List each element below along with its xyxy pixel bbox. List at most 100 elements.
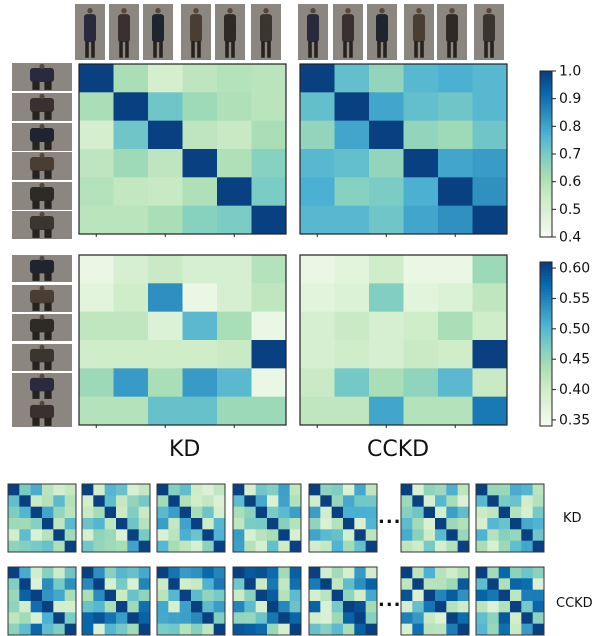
thumbnail-cell bbox=[267, 495, 279, 508]
person-body bbox=[118, 14, 130, 43]
thumbnail-cell bbox=[331, 589, 344, 602]
thumbnail-cell bbox=[138, 567, 151, 579]
person-body bbox=[342, 14, 354, 43]
heatmap-cell bbox=[438, 255, 473, 284]
thumbnail-cell bbox=[19, 612, 32, 625]
person-leg bbox=[447, 40, 451, 58]
thumbnail-cell bbox=[255, 495, 268, 508]
thumbnail-cell bbox=[423, 518, 436, 530]
heatmap-cell bbox=[369, 255, 404, 284]
thumbnail-cell bbox=[365, 612, 378, 625]
thumbnail-cell bbox=[104, 540, 117, 553]
thumbnail-cell bbox=[435, 567, 447, 579]
thumbnail-cell bbox=[191, 495, 203, 508]
thumbnail-cell bbox=[476, 495, 488, 508]
thumbnail-cell bbox=[138, 506, 151, 519]
colorbar-segment bbox=[540, 231, 552, 235]
thumbnail-cell bbox=[93, 612, 106, 625]
thumbnail-frame bbox=[81, 483, 151, 553]
person-head bbox=[39, 123, 45, 129]
thumbnail-frame bbox=[156, 483, 226, 553]
thumbnail-cell bbox=[498, 623, 511, 636]
thumbnail-cell bbox=[19, 518, 32, 530]
colorbar-segment bbox=[540, 330, 552, 334]
heatmap-cell bbox=[334, 283, 370, 313]
heatmap-cell bbox=[113, 92, 149, 122]
heatmap-cell bbox=[217, 340, 252, 369]
heatmap-cell bbox=[300, 340, 335, 369]
thumbnail-cell bbox=[289, 578, 302, 591]
gallery-photo-top bbox=[12, 152, 72, 180]
thumbnail-cell bbox=[476, 506, 488, 519]
heatmap-cell bbox=[79, 340, 114, 369]
heatmap-cell bbox=[438, 311, 473, 341]
query-photo-cckd bbox=[404, 4, 434, 60]
thumbnail-cell bbox=[42, 623, 54, 636]
colorbar-segment bbox=[540, 322, 552, 326]
thumbnail-cell bbox=[157, 518, 169, 530]
heatmap-cell bbox=[148, 368, 183, 398]
heatmap-cell bbox=[472, 177, 508, 207]
thumbnail-cell bbox=[476, 567, 488, 579]
person-body bbox=[30, 216, 54, 231]
thumbnail-cell bbox=[331, 567, 344, 579]
thumbnail-cell bbox=[42, 589, 54, 602]
thumbnail-cell bbox=[532, 578, 545, 591]
thumbnail-cell bbox=[365, 567, 378, 579]
thumbnail-cell bbox=[157, 567, 169, 579]
heatmap-cell bbox=[148, 340, 183, 369]
thumbnail-cell bbox=[532, 567, 545, 579]
thumbnail-cell bbox=[8, 601, 20, 613]
thumbnail-cell bbox=[82, 506, 94, 519]
thumbnail-cell bbox=[331, 495, 344, 508]
thumbnail-cell bbox=[64, 518, 77, 530]
heatmap-cell bbox=[369, 64, 404, 93]
thumbnail-cell bbox=[53, 495, 66, 508]
thumbnail-cell bbox=[244, 495, 257, 508]
thumbnail-cell bbox=[510, 484, 522, 496]
thumbnail-cell bbox=[213, 589, 226, 602]
person-leg bbox=[261, 40, 265, 58]
thumbnail-cell bbox=[179, 529, 192, 542]
person-leg bbox=[44, 81, 52, 90]
thumbnail-cell bbox=[354, 495, 367, 508]
heatmap-cell bbox=[438, 283, 473, 313]
thumbnail-cell bbox=[435, 518, 447, 530]
thumbnail-cell bbox=[30, 578, 43, 591]
thumbnail-cell bbox=[255, 567, 268, 579]
thumbnail-cell bbox=[510, 518, 522, 530]
thumbnail-cell bbox=[127, 506, 140, 519]
thumbnail-cell bbox=[532, 529, 545, 542]
heatmap-top-row-cckd bbox=[299, 63, 508, 237]
heatmap-cell bbox=[472, 396, 508, 426]
thumbnail-cell bbox=[320, 601, 333, 613]
colorbar-segment bbox=[540, 385, 552, 389]
thumbnail-cckd bbox=[475, 566, 545, 636]
gallery-photo-bottom bbox=[12, 344, 72, 371]
heatmap-cell bbox=[472, 92, 508, 122]
person-leg bbox=[484, 40, 488, 58]
thumbnail-cell bbox=[267, 623, 279, 636]
query-photo-cckd bbox=[333, 4, 363, 60]
colorbar-segment bbox=[540, 352, 552, 356]
person-body bbox=[30, 68, 54, 83]
heatmap-cell bbox=[251, 149, 287, 178]
thumbnail-cell bbox=[401, 623, 413, 636]
thumbnail-cell bbox=[233, 506, 245, 519]
thumbnail-cell bbox=[309, 484, 321, 496]
person-leg bbox=[153, 40, 157, 58]
person-leg bbox=[44, 170, 52, 179]
thumbnail-cell bbox=[278, 612, 291, 625]
thumbnail-cell bbox=[233, 518, 245, 530]
colorbar-segment bbox=[540, 206, 552, 210]
thumbnail-cell bbox=[53, 540, 66, 553]
colorbar-segment bbox=[540, 289, 552, 293]
colorbar-segment bbox=[540, 104, 552, 108]
thumbnail-cell bbox=[320, 578, 333, 591]
thumbnail-cell bbox=[343, 578, 355, 591]
thumbnail-cell bbox=[423, 589, 436, 602]
thumbnail-cell bbox=[244, 623, 257, 636]
thumbnail-cell bbox=[82, 589, 94, 602]
colorbar-segment bbox=[540, 292, 552, 296]
thumbnail-cell bbox=[104, 484, 117, 496]
